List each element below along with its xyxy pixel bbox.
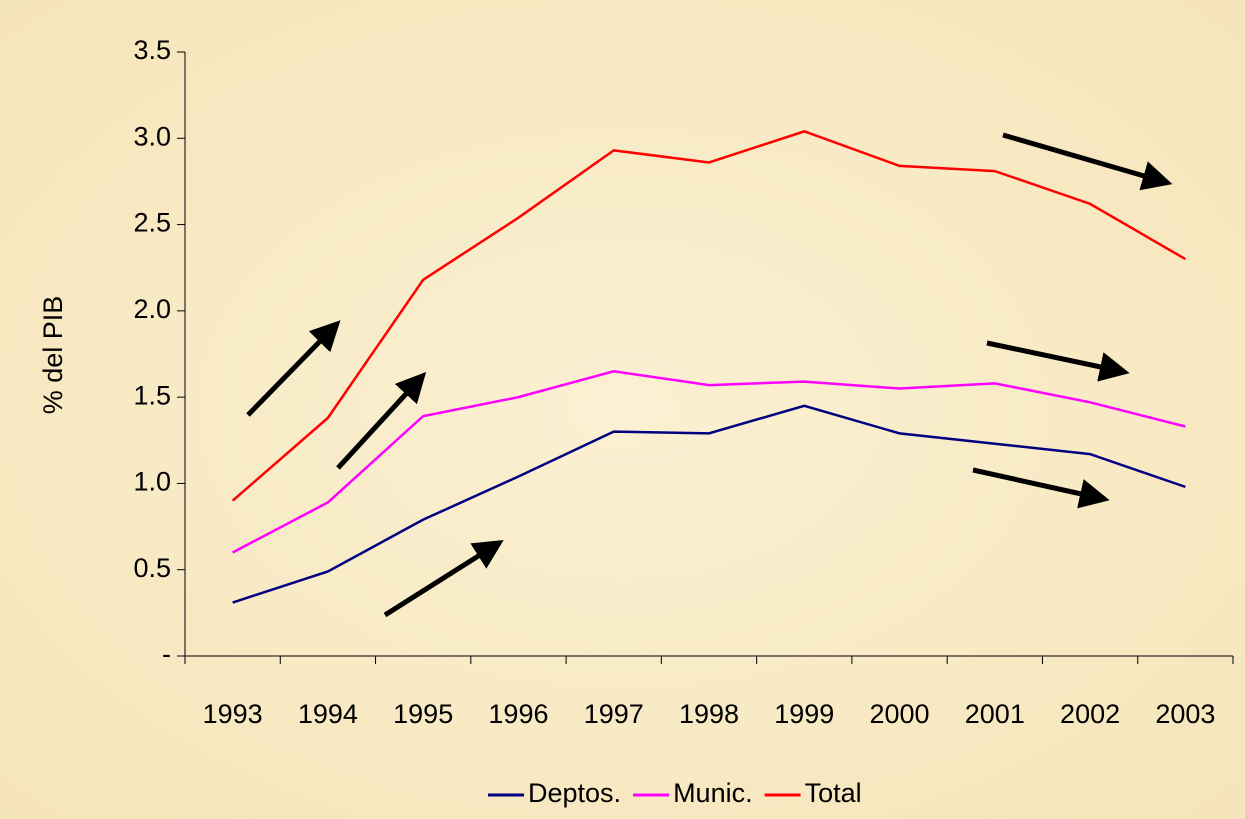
x-tick-label: 2000 xyxy=(870,699,930,729)
y-tick-label: 0.5 xyxy=(133,553,171,583)
arrow xyxy=(1002,132,1173,191)
y-tick-label: 2.0 xyxy=(133,294,171,324)
x-tick-label: 2001 xyxy=(965,699,1025,729)
x-tick-label: 1993 xyxy=(203,699,263,729)
y-tick-label: 3.0 xyxy=(133,121,171,151)
legend-label: Deptos. xyxy=(528,778,621,808)
y-tick-label: 3.5 xyxy=(133,35,171,65)
y-tick-label: 2.5 xyxy=(133,208,171,238)
y-axis-label: % del PIB xyxy=(38,296,68,415)
series-line xyxy=(231,130,1186,502)
arrow xyxy=(383,539,504,618)
legend-label: Total xyxy=(805,778,862,808)
arrow xyxy=(246,320,341,417)
x-tick-label: 1999 xyxy=(774,699,834,729)
x-tick-label: 2002 xyxy=(1060,699,1120,729)
x-tick-label: 1995 xyxy=(393,699,453,729)
y-tick-label: - xyxy=(162,639,171,669)
arrow xyxy=(986,340,1130,382)
x-tick-label: 1998 xyxy=(679,699,739,729)
x-tick-label: 1997 xyxy=(584,699,644,729)
x-tick-label: 1994 xyxy=(298,699,358,729)
legend-label: Munic. xyxy=(673,778,753,808)
arrow xyxy=(336,371,427,470)
x-tick-label: 2003 xyxy=(1155,699,1215,729)
arrow xyxy=(972,467,1110,509)
series-line xyxy=(232,369,1186,554)
y-tick-label: 1.0 xyxy=(133,467,171,497)
x-tick-label: 1996 xyxy=(488,699,548,729)
y-tick-label: 1.5 xyxy=(133,380,171,410)
arrows xyxy=(246,132,1173,618)
series-line xyxy=(232,404,1186,604)
